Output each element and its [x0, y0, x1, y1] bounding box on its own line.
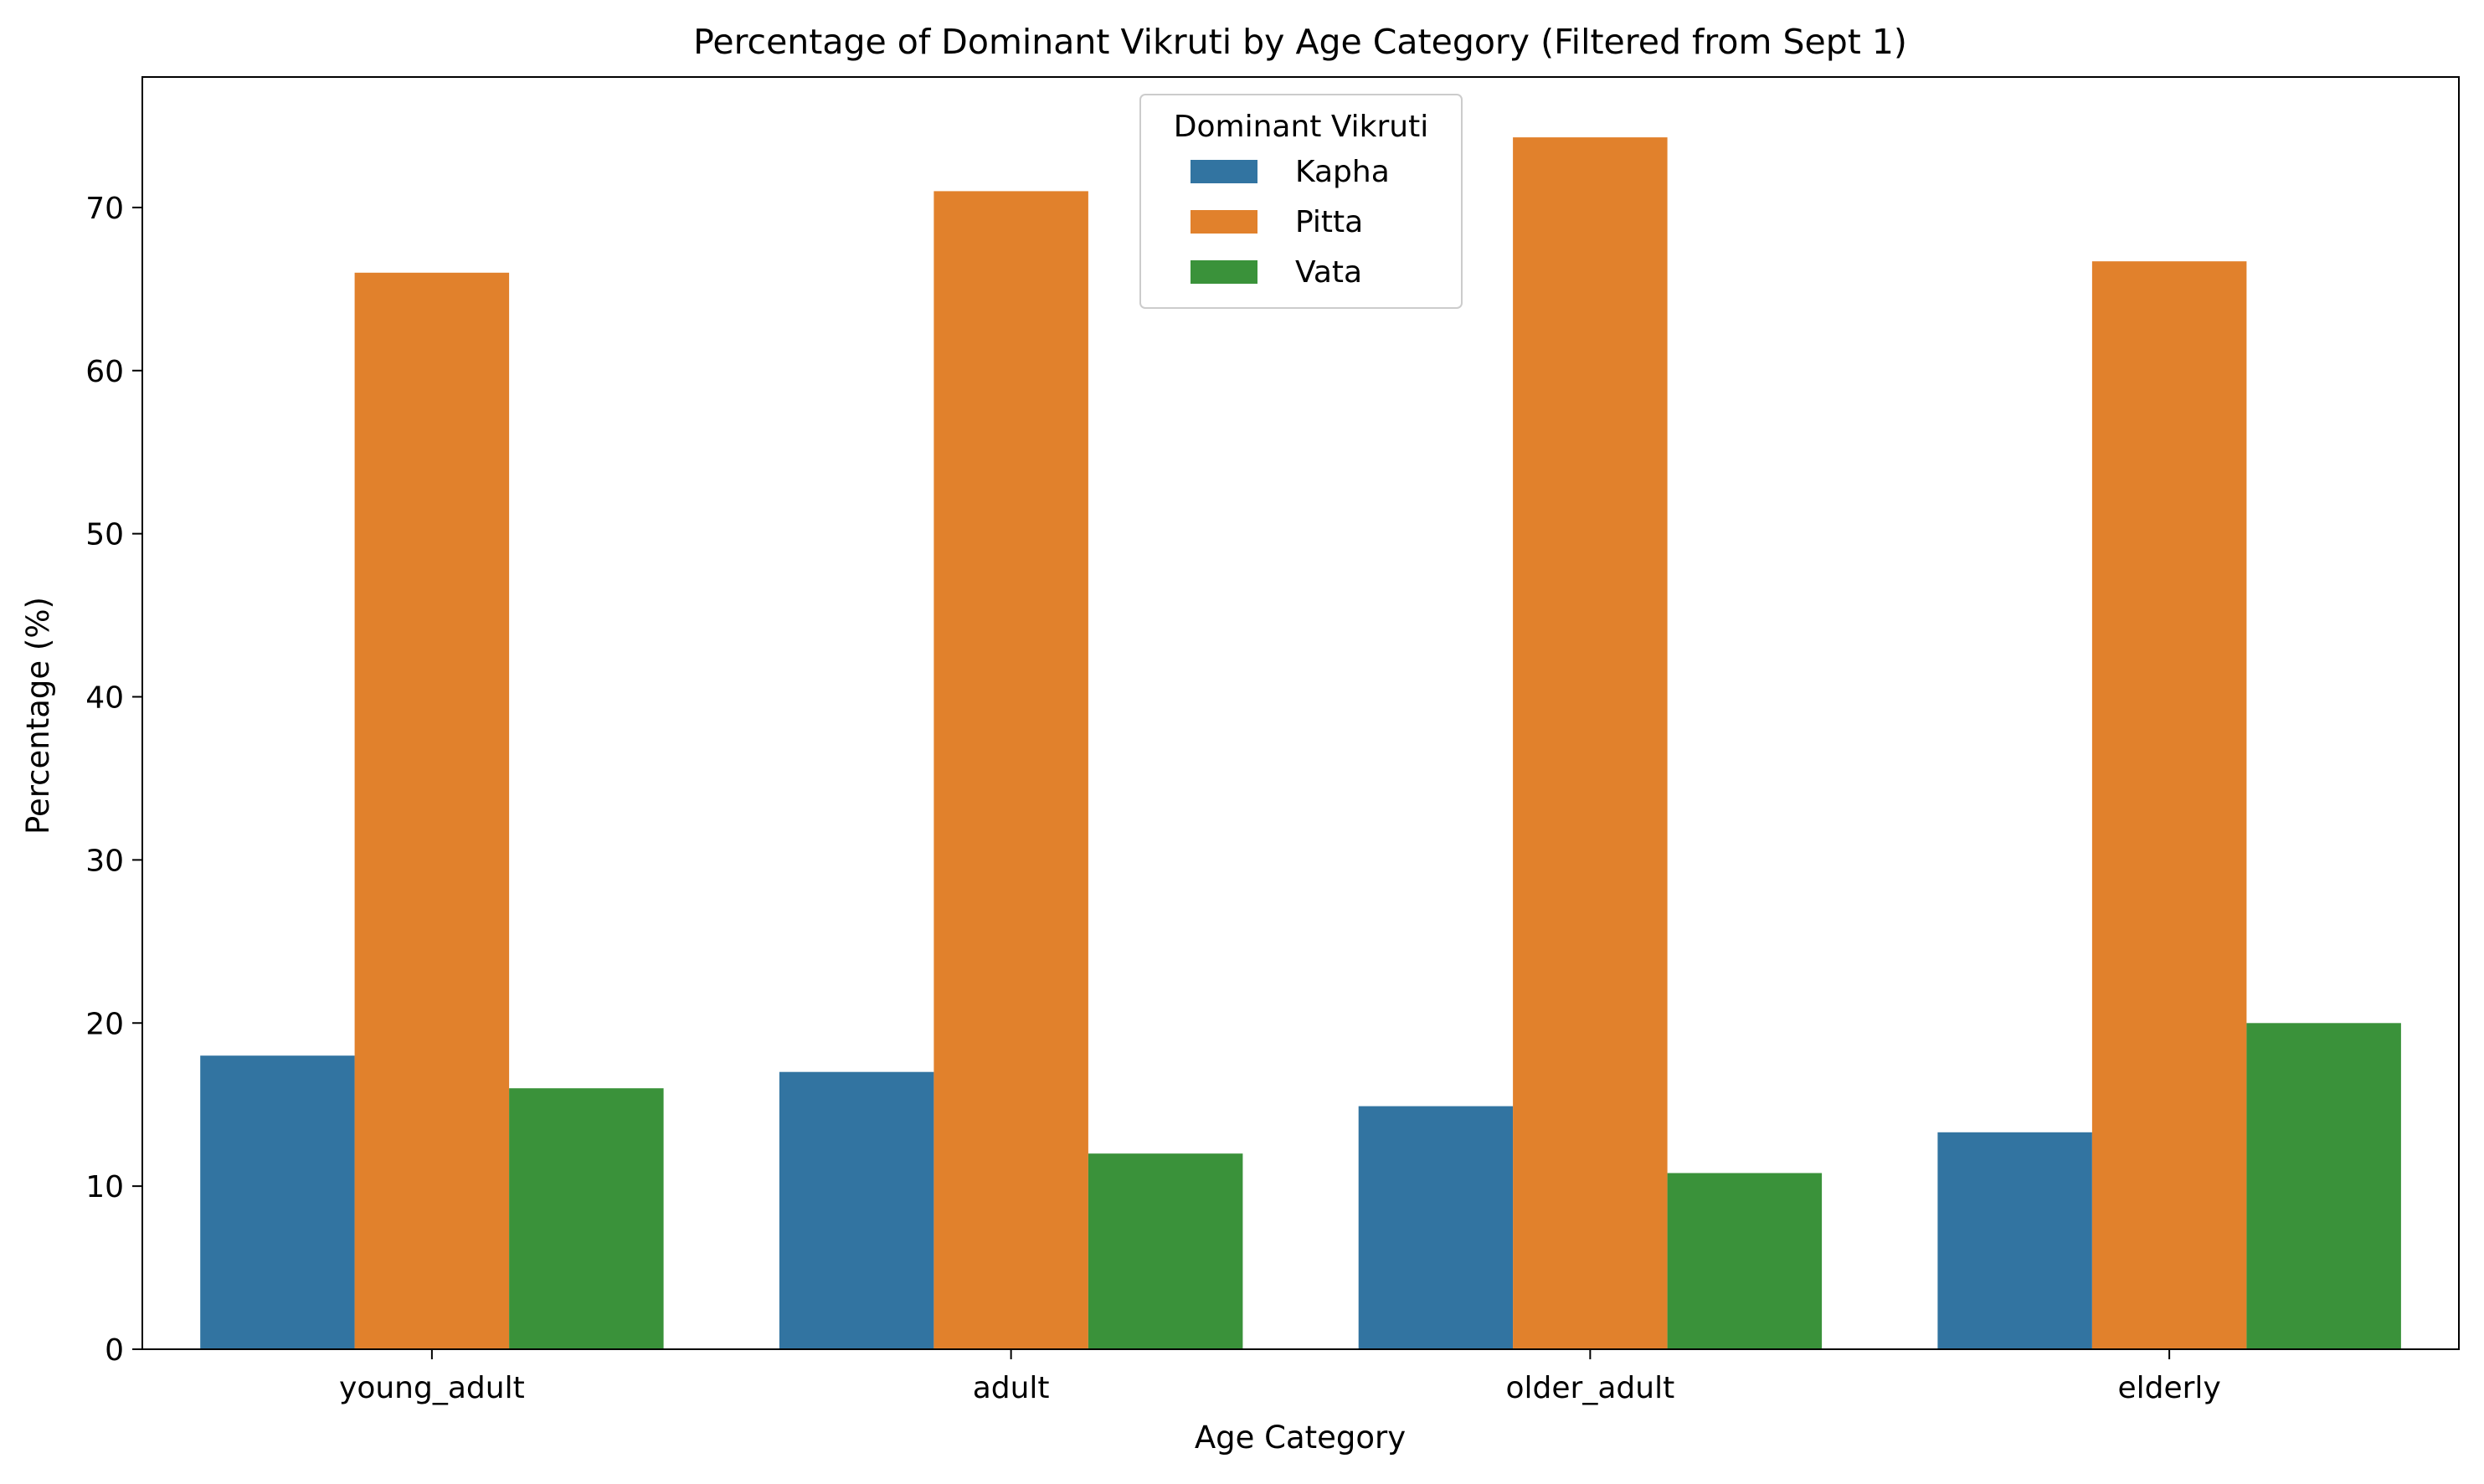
- bar-pitta-young-adult: [354, 272, 510, 1349]
- y-tick-label: 10: [85, 1170, 124, 1204]
- bar-pitta-elderly: [2091, 261, 2247, 1350]
- legend: Dominant Vikruti Kapha Pitta Vata: [1139, 94, 1463, 309]
- x-tick-label: elderly: [2117, 1371, 2220, 1405]
- bar-vata-young-adult: [509, 1088, 664, 1349]
- bar-kapha-adult: [779, 1071, 934, 1349]
- y-tick-label: 0: [105, 1333, 124, 1368]
- x-tick-label: young_adult: [339, 1371, 525, 1405]
- bar-pitta-adult: [933, 191, 1088, 1349]
- legend-swatch-kapha: [1191, 160, 1257, 183]
- bars-layer: [200, 137, 2401, 1350]
- legend-frame: [1139, 94, 1463, 309]
- legend-label-kapha: Kapha: [1295, 155, 1390, 189]
- bar-kapha-older-adult: [1358, 1106, 1514, 1349]
- legend-title: Dominant Vikruti: [1174, 110, 1429, 144]
- plot-frame: [141, 76, 2460, 1350]
- y-tick-label: 60: [85, 355, 124, 389]
- bar-vata-adult: [1088, 1153, 1243, 1349]
- bar-kapha-elderly: [1937, 1132, 2092, 1349]
- x-tick-label: older_adult: [1506, 1371, 1675, 1405]
- x-tick-label: adult: [973, 1371, 1050, 1405]
- y-tick-label: 50: [85, 518, 124, 552]
- bar-kapha-young-adult: [200, 1055, 355, 1349]
- bar-pitta-older-adult: [1513, 137, 1668, 1350]
- y-tick-label: 30: [85, 844, 124, 878]
- bar-vata-elderly: [2246, 1023, 2401, 1349]
- legend-swatch-pitta: [1191, 210, 1257, 234]
- bar-vata-older-adult: [1667, 1173, 1823, 1349]
- chart-title: Percentage of Dominant Vikruti by Age Ca…: [693, 22, 1907, 62]
- y-tick-label: 40: [85, 681, 124, 716]
- x-axis-label: Age Category: [1195, 1420, 1406, 1456]
- y-tick-label: 70: [85, 192, 124, 226]
- y-axis-label: Percentage (%): [20, 597, 56, 834]
- axes-layer: 0 10 20 30 40 50 60 70 young_adult adult older_adu…: [85, 76, 2460, 1405]
- legend-label-pitta: Pitta: [1295, 205, 1363, 239]
- legend-label-vata: Vata: [1295, 255, 1362, 290]
- legend-swatch-vata: [1191, 260, 1257, 284]
- y-tick-label: 20: [85, 1007, 124, 1041]
